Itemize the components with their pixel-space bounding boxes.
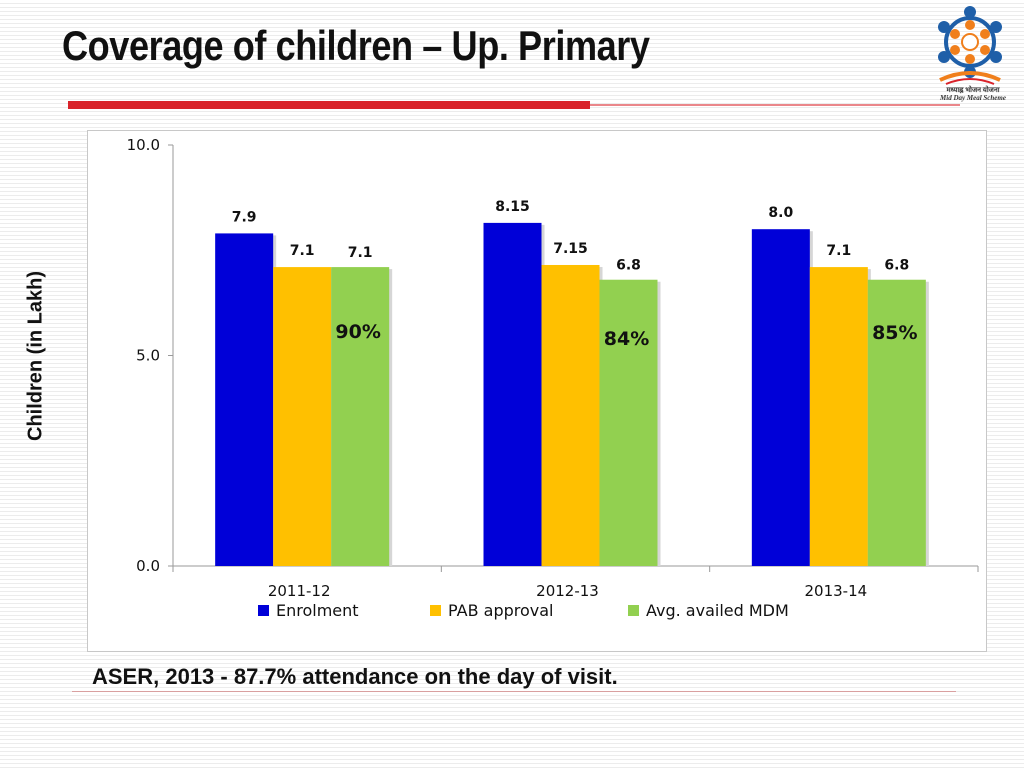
title-underline-thin	[590, 104, 960, 106]
legend-label: PAB approval	[448, 601, 553, 620]
footnote-rule	[72, 691, 956, 692]
slide-title: Coverage of children – Up. Primary	[62, 22, 650, 69]
bar-pab-approval-2013-14	[809, 267, 868, 566]
mid-day-meal-scheme-logo-icon	[938, 6, 1002, 85]
bar-chart: 0.0 5.0 10.0 2011-12 7.9 7.1 7.1 90% 2012-13 8.15…	[127, 136, 979, 620]
footnote: ASER, 2013 - 87.7% attendance on the day…	[92, 664, 618, 689]
y-axis-label: Children (in Lakh)	[24, 271, 47, 441]
legend-swatch	[258, 605, 269, 616]
data-label: 7.9	[232, 209, 257, 225]
percentage-annotation: 90%	[335, 321, 380, 343]
bar-avg-availed-mdm-2013-14	[867, 279, 926, 566]
title-underline-red	[68, 101, 590, 109]
logo-text-hindi: मध्याह्न भोजन योजना	[946, 86, 1000, 94]
legend-label: Avg. availed MDM	[646, 601, 789, 620]
bar-enrolment-2011-12	[215, 233, 274, 566]
legend-swatch	[628, 605, 639, 616]
y-tick-label: 5.0	[136, 347, 160, 365]
bar-enrolment-2013-14	[751, 229, 810, 566]
y-tick-label: 10.0	[127, 136, 160, 154]
data-label: 7.15	[553, 241, 588, 257]
legend-label: Enrolment	[276, 601, 359, 620]
bar-pab-approval-2011-12	[273, 267, 332, 566]
bar-avg-availed-mdm-2011-12	[331, 267, 390, 566]
y-tick-label: 0.0	[136, 557, 160, 575]
bar-avg-availed-mdm-2012-13	[599, 279, 658, 566]
x-tick-label: 2012-13	[536, 582, 599, 600]
data-label: 7.1	[826, 243, 851, 259]
data-label: 6.8	[884, 258, 909, 274]
bar-pab-approval-2012-13	[541, 264, 600, 566]
logo-text-english: Mid Day Meal Scheme	[940, 94, 1006, 102]
data-label: 7.1	[348, 245, 373, 261]
percentage-annotation: 84%	[604, 328, 649, 350]
data-label: 6.8	[616, 258, 641, 274]
bar-enrolment-2012-13	[483, 222, 542, 566]
chart-panel: 0.0 5.0 10.0 2011-12 7.9 7.1 7.1 90% 2012-13 8.15…	[87, 130, 987, 652]
percentage-annotation: 85%	[872, 322, 917, 344]
x-tick-label: 2013-14	[804, 582, 867, 600]
legend-swatch	[430, 605, 441, 616]
x-tick-label: 2011-12	[268, 582, 331, 600]
data-label: 8.15	[495, 199, 530, 215]
data-label: 8.0	[768, 205, 793, 221]
data-label: 7.1	[290, 243, 315, 259]
